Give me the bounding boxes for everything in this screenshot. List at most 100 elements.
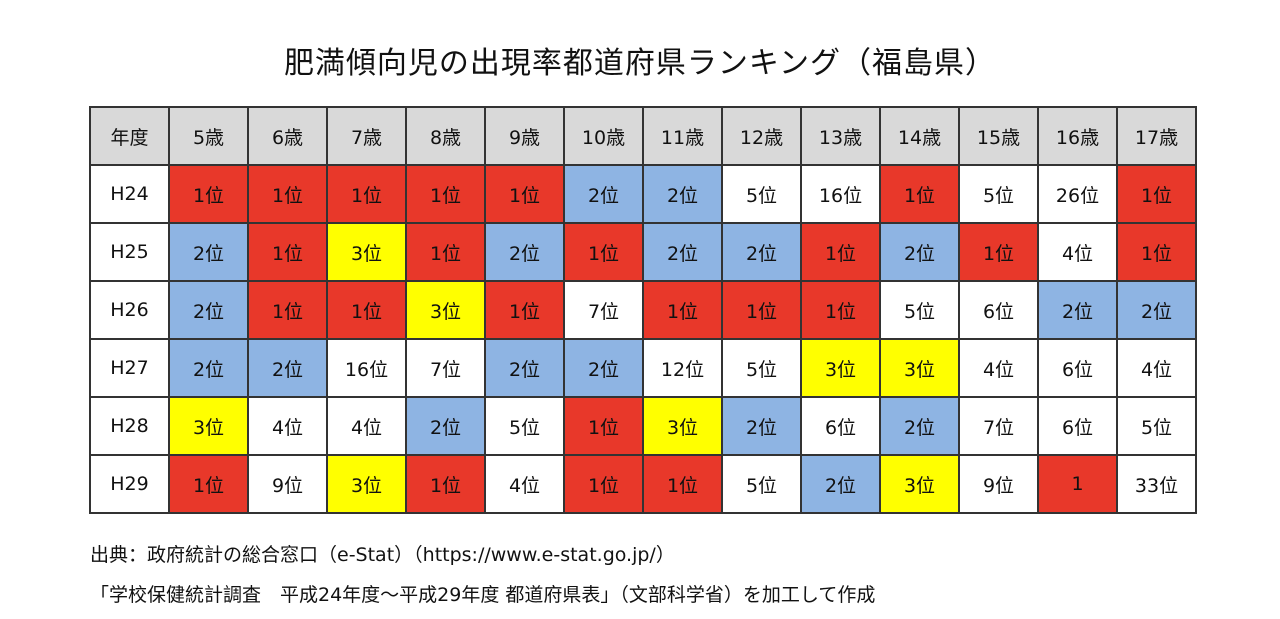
ranking-table: 年度 5歳 6歳 7歳 8歳 9歳 10歳 11歳 12歳 13歳 14歳 15歳 16歳 17歳 H24… bbox=[89, 106, 1197, 514]
rank-cell: 2位 bbox=[405, 396, 486, 456]
rank-cell: 4位 bbox=[1037, 222, 1118, 282]
rank-cell: 5位 bbox=[484, 396, 565, 456]
source-note: 出典：政府統計の総合窓口（e-Stat）（https://www.e-stat.… bbox=[90, 544, 675, 566]
rank-cell: 1位 bbox=[563, 396, 644, 456]
row-year-label: H28 bbox=[89, 396, 170, 456]
rank-cell: 2位 bbox=[1116, 280, 1197, 340]
rank-cell: 1位 bbox=[484, 280, 565, 340]
table-row: H25 2位 1位 3位 1位 2位 1位 2位 2位 1位 2位 1位 4位 1位 bbox=[89, 222, 1197, 282]
table-row: H26 2位 1位 1位 3位 1位 7位 1位 1位 1位 5位 6位 2位 2位 bbox=[89, 280, 1197, 340]
rank-cell: 1位 bbox=[247, 222, 328, 282]
table-row: H29 1位 9位 3位 1位 4位 1位 1位 5位 2位 3位 9位 1 33位 bbox=[89, 454, 1197, 514]
rank-cell: 2位 bbox=[484, 338, 565, 398]
rank-cell: 1位 bbox=[168, 164, 249, 224]
rank-cell: 6位 bbox=[800, 396, 881, 456]
column-header-age: 11歳 bbox=[642, 106, 723, 166]
rank-cell: 1位 bbox=[958, 222, 1039, 282]
rank-cell: 3位 bbox=[405, 280, 486, 340]
rank-cell: 2位 bbox=[1037, 280, 1118, 340]
rank-cell: 1位 bbox=[800, 222, 881, 282]
rank-cell: 16位 bbox=[800, 164, 881, 224]
rank-cell: 1位 bbox=[326, 280, 407, 340]
table-row: H28 3位 4位 4位 2位 5位 1位 3位 2位 6位 2位 7位 6位 5位 bbox=[89, 396, 1197, 456]
rank-cell: 2位 bbox=[168, 280, 249, 340]
rank-cell: 3位 bbox=[879, 454, 960, 514]
row-year-label: H24 bbox=[89, 164, 170, 224]
rank-cell: 1位 bbox=[484, 164, 565, 224]
rank-cell: 9位 bbox=[958, 454, 1039, 514]
rank-cell: 2位 bbox=[563, 338, 644, 398]
column-header-age: 15歳 bbox=[958, 106, 1039, 166]
column-header-age: 12歳 bbox=[721, 106, 802, 166]
rank-cell: 5位 bbox=[1116, 396, 1197, 456]
rank-cell: 3位 bbox=[642, 396, 723, 456]
column-header-age: 13歳 bbox=[800, 106, 881, 166]
rank-cell: 2位 bbox=[721, 396, 802, 456]
rank-cell: 1位 bbox=[721, 280, 802, 340]
column-header-age: 10歳 bbox=[563, 106, 644, 166]
rank-cell: 4位 bbox=[958, 338, 1039, 398]
rank-cell: 1位 bbox=[405, 454, 486, 514]
rank-cell: 2位 bbox=[800, 454, 881, 514]
rank-cell: 2位 bbox=[563, 164, 644, 224]
rank-cell: 2位 bbox=[879, 222, 960, 282]
rank-cell: 6位 bbox=[1037, 396, 1118, 456]
rank-cell: 1位 bbox=[168, 454, 249, 514]
row-year-label: H27 bbox=[89, 338, 170, 398]
rank-cell: 7位 bbox=[958, 396, 1039, 456]
table-header-row: 年度 5歳 6歳 7歳 8歳 9歳 10歳 11歳 12歳 13歳 14歳 15歳 16歳 17歳 bbox=[89, 106, 1197, 166]
row-year-label: H29 bbox=[89, 454, 170, 514]
rank-cell: 1位 bbox=[247, 280, 328, 340]
table-row: H27 2位 2位 16位 7位 2位 2位 12位 5位 3位 3位 4位 6位 4位 bbox=[89, 338, 1197, 398]
rank-cell: 2位 bbox=[642, 222, 723, 282]
column-header-age: 14歳 bbox=[879, 106, 960, 166]
rank-cell: 2位 bbox=[642, 164, 723, 224]
rank-cell: 4位 bbox=[247, 396, 328, 456]
rank-cell: 2位 bbox=[484, 222, 565, 282]
table-body: H24 1位 1位 1位 1位 1位 2位 2位 5位 16位 1位 5位 26位 1位 H25 2位 1位 3位… bbox=[89, 164, 1197, 514]
rank-cell: 9位 bbox=[247, 454, 328, 514]
rank-cell: 3位 bbox=[326, 454, 407, 514]
rank-cell: 1位 bbox=[247, 164, 328, 224]
rank-cell: 6位 bbox=[1037, 338, 1118, 398]
rank-cell: 1位 bbox=[879, 164, 960, 224]
column-header-age: 9歳 bbox=[484, 106, 565, 166]
rank-cell: 4位 bbox=[326, 396, 407, 456]
chart-title: 肥満傾向児の出現率都道府県ランキング（福島県） bbox=[283, 46, 997, 81]
rank-cell: 1位 bbox=[563, 222, 644, 282]
rank-cell: 3位 bbox=[879, 338, 960, 398]
column-header-age: 6歳 bbox=[247, 106, 328, 166]
rank-cell: 1 bbox=[1037, 454, 1118, 514]
rank-cell: 1位 bbox=[1116, 164, 1197, 224]
rank-cell: 3位 bbox=[168, 396, 249, 456]
rank-cell: 4位 bbox=[1116, 338, 1197, 398]
rank-cell: 3位 bbox=[800, 338, 881, 398]
rank-cell: 33位 bbox=[1116, 454, 1197, 514]
rank-cell: 5位 bbox=[721, 454, 802, 514]
column-header-age: 7歳 bbox=[326, 106, 407, 166]
rank-cell: 2位 bbox=[247, 338, 328, 398]
rank-cell: 26位 bbox=[1037, 164, 1118, 224]
column-header-age: 16歳 bbox=[1037, 106, 1118, 166]
rank-cell: 7位 bbox=[563, 280, 644, 340]
rank-cell: 5位 bbox=[958, 164, 1039, 224]
rank-cell: 4位 bbox=[484, 454, 565, 514]
rank-cell: 1位 bbox=[642, 280, 723, 340]
rank-cell: 5位 bbox=[721, 338, 802, 398]
column-header-age: 8歳 bbox=[405, 106, 486, 166]
rank-cell: 7位 bbox=[405, 338, 486, 398]
column-header-year: 年度 bbox=[89, 106, 170, 166]
column-header-age: 17歳 bbox=[1116, 106, 1197, 166]
rank-cell: 5位 bbox=[879, 280, 960, 340]
rank-cell: 5位 bbox=[721, 164, 802, 224]
rank-cell: 12位 bbox=[642, 338, 723, 398]
rank-cell: 1位 bbox=[642, 454, 723, 514]
row-year-label: H25 bbox=[89, 222, 170, 282]
table-row: H24 1位 1位 1位 1位 1位 2位 2位 5位 16位 1位 5位 26位 1位 bbox=[89, 164, 1197, 224]
rank-cell: 2位 bbox=[168, 338, 249, 398]
rank-cell: 3位 bbox=[326, 222, 407, 282]
rank-cell: 1位 bbox=[800, 280, 881, 340]
source-note-detail: 「学校保健統計調査 平成24年度～平成29年度 都道府県表」（文部科学省）を加工… bbox=[90, 584, 876, 606]
rank-cell: 1位 bbox=[405, 164, 486, 224]
column-header-age: 5歳 bbox=[168, 106, 249, 166]
